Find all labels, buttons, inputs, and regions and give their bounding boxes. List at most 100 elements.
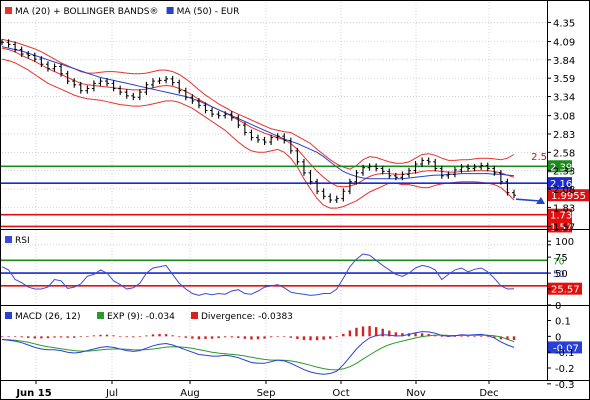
divergence-bar	[164, 334, 168, 337]
divergence-bar	[66, 336, 69, 338]
rsi-level-label-overbought: 70	[553, 257, 565, 267]
y-tick-label: 2.08	[553, 185, 575, 196]
price-bar	[216, 111, 221, 119]
price-bar	[6, 39, 11, 48]
price-bar	[426, 157, 431, 165]
price-bar	[275, 133, 280, 141]
divergence-bar	[184, 336, 187, 338]
y-tick-label: 75	[555, 253, 568, 264]
divergence-bar	[486, 336, 489, 337]
divergence-bar	[460, 335, 463, 337]
level-label-bg-pivot	[548, 177, 572, 190]
price-bar	[367, 163, 372, 171]
price-bar	[466, 164, 471, 172]
target-label: 2.5	[531, 152, 547, 163]
price-bar	[196, 98, 201, 109]
divergence-bar	[335, 336, 338, 338]
legend-swatch	[5, 7, 12, 14]
legend-swatch	[97, 312, 104, 319]
divergence-bar	[302, 336, 306, 340]
price-bar	[334, 195, 339, 203]
rsi-level-label-mid: 50	[553, 270, 565, 280]
divergence-bar	[118, 336, 122, 337]
divergence-bar	[420, 333, 424, 337]
divergence-bar	[92, 335, 96, 337]
x-tick-label: Jul	[105, 388, 118, 399]
price-bar	[347, 178, 352, 195]
price-bar	[393, 172, 398, 181]
price-bar	[78, 81, 83, 94]
price-bar	[413, 161, 418, 174]
macd-line	[1, 331, 515, 375]
price-bar	[52, 63, 57, 72]
price-bar	[505, 178, 510, 196]
projection-arrow-head	[536, 197, 545, 204]
price-bar	[59, 63, 64, 77]
divergence-bar	[59, 336, 63, 338]
price-bar	[85, 85, 90, 94]
price-bar	[446, 171, 451, 179]
divergence-bar	[440, 336, 443, 337]
last-price-bg	[548, 189, 589, 202]
price-bar	[164, 75, 169, 84]
divergence-bar	[138, 336, 142, 337]
y-tick-label: 4.09	[553, 37, 575, 48]
divergence-bar	[99, 334, 102, 337]
divergence-bar	[315, 336, 319, 341]
divergence-bar	[466, 336, 470, 337]
y-tick-label: 2.58	[553, 148, 575, 159]
bollinger-upper-line	[1, 38, 515, 170]
y-tick-label: -0.3	[555, 380, 575, 391]
price-bar	[19, 46, 24, 57]
price-bar	[321, 188, 326, 200]
price-bar	[406, 167, 411, 178]
y-tick-label: 100	[555, 237, 574, 248]
price-bar	[91, 80, 96, 92]
y-tick-label: 50	[555, 269, 568, 280]
price-bar	[183, 87, 188, 101]
price-bar	[150, 78, 155, 88]
legend-label: Divergence: -0.0383	[201, 312, 293, 322]
divergence-bar	[40, 336, 43, 339]
x-tick-label: Jun 15	[15, 388, 51, 399]
y-tick-label: -0.1	[555, 348, 575, 359]
price-bar	[137, 89, 142, 101]
bollinger-lower-line	[1, 58, 515, 209]
price-bar	[32, 52, 37, 63]
level-label-bg-support1	[548, 208, 572, 221]
projection-arrow-line	[515, 198, 541, 202]
divergence-bar	[197, 336, 201, 340]
price-bar	[262, 136, 267, 145]
price-bar	[361, 164, 366, 176]
x-tick-label: Oct	[332, 388, 349, 399]
divergence-bar	[105, 334, 109, 337]
price-bar	[242, 122, 247, 136]
y-tick-label: 3.34	[553, 93, 575, 104]
x-tick-label: Dec	[479, 388, 498, 399]
x-tick-label: Nov	[406, 388, 426, 399]
divergence-bar	[230, 336, 233, 338]
price-bar	[26, 51, 31, 59]
divergence-bar	[493, 336, 496, 338]
divergence-bar	[394, 332, 398, 337]
rsi-value-label: 25.57	[551, 285, 580, 296]
divergence-bar	[145, 335, 148, 337]
price-bar	[512, 189, 516, 199]
ma50-line	[1, 46, 515, 180]
price-bar	[374, 163, 379, 172]
y-tick-label: -0.2	[555, 364, 575, 375]
divergence-bar	[453, 336, 457, 337]
divergence-bar	[79, 336, 82, 337]
price-bar	[236, 114, 241, 129]
legends: MA (20) + BOLLINGER BANDS® MA (50) - EUR R…	[5, 7, 293, 322]
y-tick-label: 3.59	[553, 74, 575, 85]
legend-swatch	[5, 236, 12, 243]
price-bar	[131, 92, 136, 101]
price-bar	[13, 41, 18, 53]
divergence-bar	[112, 335, 115, 337]
price-bar	[249, 129, 254, 141]
price-bar	[387, 168, 392, 179]
divergence-bar	[512, 336, 516, 340]
price-bar	[45, 61, 50, 72]
